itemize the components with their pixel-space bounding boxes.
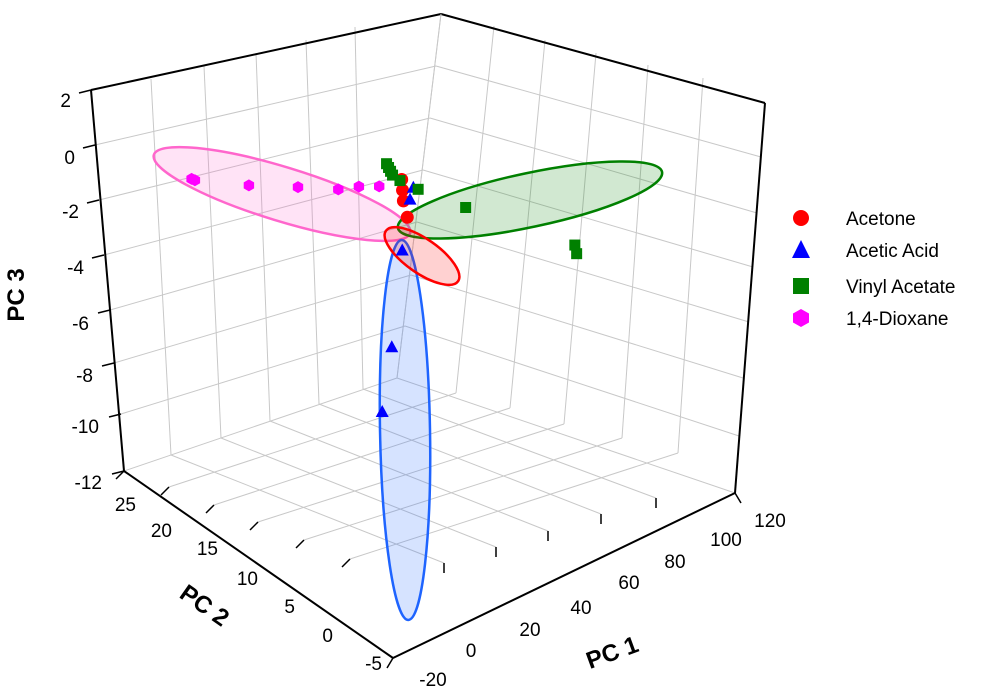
- legend-hexagon-marker: [793, 309, 809, 327]
- pc1-axis-title: PC 1: [583, 631, 642, 675]
- pc3-tick-label: -2: [62, 202, 79, 223]
- legend-item-dioxane: 1,4-Dioxane: [793, 309, 948, 330]
- data-point-hexagon: [333, 183, 344, 196]
- axis-frame: [90, 13, 766, 659]
- pc1-tick-label: 20: [519, 620, 540, 641]
- pc3-tick-label: 2: [60, 91, 71, 112]
- data-point-triangle: [403, 192, 417, 205]
- pc1-tick-label: 40: [570, 598, 591, 619]
- pc1-tick-label: 80: [664, 552, 685, 573]
- data-point-hexagon: [292, 181, 304, 194]
- cluster-ellipses: [152, 145, 664, 622]
- legend-square-marker: [793, 278, 809, 294]
- pc2-tick-label: 0: [322, 626, 333, 647]
- pc1-tick-label: 100: [710, 530, 742, 551]
- pc1-tick-label: 60: [618, 573, 639, 594]
- data-point-hexagon: [189, 174, 201, 187]
- data-point-circle: [396, 183, 410, 197]
- data-point-hexagon: [374, 180, 385, 193]
- legend-item-vinyl-acetate: Vinyl Acetate: [793, 277, 956, 298]
- data-point-square: [394, 175, 406, 187]
- data-point-square: [412, 183, 424, 195]
- tick-marks: [78, 89, 742, 669]
- legend-label: Acetic Acid: [846, 241, 939, 262]
- pc3-tick-labels: -12 -10 -8 -6 -4 -2 0 2: [60, 91, 102, 494]
- data-point-circle: [400, 210, 414, 224]
- pc2-tick-label: 15: [197, 539, 218, 560]
- data-point-hexagon: [243, 179, 255, 192]
- legend: Acetone Acetic Acid Vinyl Acetate 1,4-Di…: [792, 209, 956, 330]
- pc3-tick-label: -12: [75, 473, 102, 494]
- pc3-tick-label: -8: [76, 366, 93, 387]
- left-wall-grid: [94, 26, 437, 472]
- pc1-tick-labels: -20 0 20 40 60 80 100 120: [419, 511, 786, 690]
- floor-grid: [168, 388, 679, 564]
- pc1-tick-label: 120: [754, 511, 786, 532]
- data-point-triangle: [385, 340, 399, 353]
- legend-circle-marker: [793, 210, 809, 226]
- data-point-hexagon: [353, 180, 365, 193]
- data-point-square: [569, 239, 581, 251]
- data-point-square: [571, 248, 583, 260]
- pc2-axis-title: PC 2: [175, 579, 234, 632]
- pc2-tick-label: 10: [237, 569, 258, 590]
- data-point-square: [460, 202, 472, 213]
- acetone-cluster-ellipse: [383, 225, 461, 287]
- data-point-square: [387, 169, 399, 181]
- legend-label: Vinyl Acetate: [846, 277, 956, 298]
- pc2-tick-label: 20: [151, 521, 172, 542]
- pc2-tick-label: 5: [284, 597, 295, 618]
- data-point-triangle: [395, 243, 409, 256]
- data-point-triangle: [375, 404, 389, 417]
- pc2-tick-labels: 25 20 15 10 5 0 -5: [115, 495, 382, 675]
- pc3-tick-label: -4: [67, 258, 84, 279]
- legend-triangle-marker: [792, 240, 810, 258]
- pc3-axis-title: PC 3: [3, 268, 30, 321]
- dioxane-cluster-ellipse: [152, 145, 412, 243]
- acetic-acid-cluster-ellipse: [378, 238, 432, 622]
- pc1-tick-label: -20: [419, 670, 446, 690]
- pc3-tick-label: 0: [64, 148, 75, 169]
- legend-item-acetic-acid: Acetic Acid: [792, 240, 939, 262]
- legend-item-acetone: Acetone: [793, 209, 916, 230]
- pc2-tick-label: -5: [365, 654, 382, 675]
- pc1-tick-label: 0: [466, 641, 477, 662]
- legend-label: 1,4-Dioxane: [846, 309, 948, 330]
- legend-label: Acetone: [846, 209, 916, 230]
- vinyl-acetate-cluster-ellipse: [396, 160, 664, 240]
- pc3-tick-label: -6: [72, 314, 89, 335]
- pc2-tick-label: 25: [115, 495, 136, 516]
- data-points: [186, 158, 583, 417]
- pc3-tick-label: -10: [72, 417, 99, 438]
